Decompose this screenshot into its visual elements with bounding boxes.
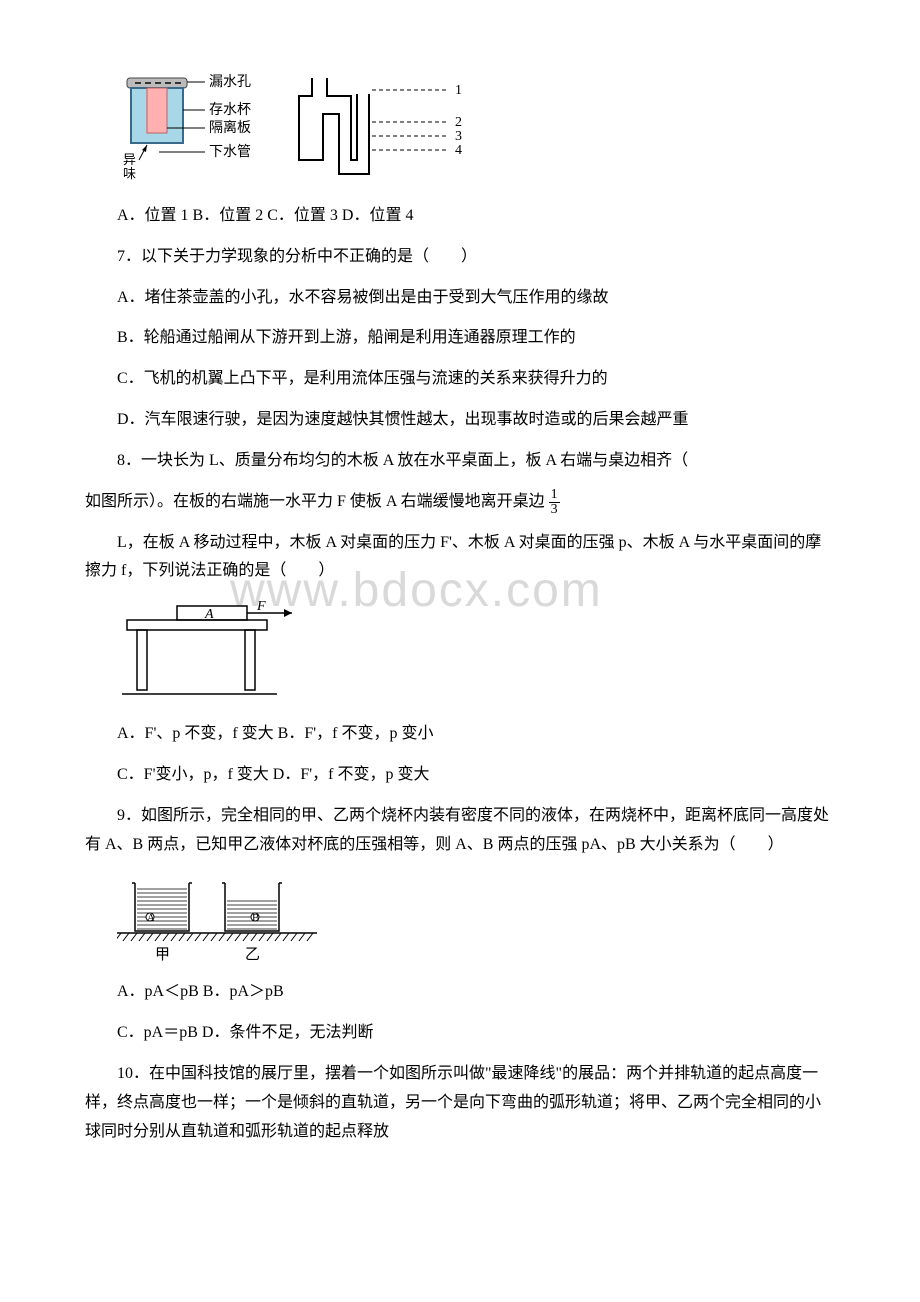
figure-table-board: A F [117, 598, 835, 708]
q8-stem-c: L，在板 A 移动过程中，木板 A 对桌面的压力 F'、木板 A 对桌面的压强 … [85, 529, 835, 587]
point-A: A [147, 912, 155, 924]
level-1: 1 [455, 83, 462, 98]
q7-optA: A．堵住茶壶盖的小孔，水不容易被倒出是由于受到大气压作用的缘故 [85, 284, 835, 313]
level-4: 4 [455, 143, 462, 158]
level-2: 2 [455, 115, 462, 130]
q7-optD: D．汽车限速行驶，是因为速度越快其惯性越太，出现事故时造或的后果会越严重 [85, 406, 835, 435]
q8-stem-b-text: 如图所示）。在板的右端施一水平力 F 使板 A 右端缓慢地离开桌边 [85, 493, 545, 510]
q8-stem-a: 8．一块长为 L、质量分布均匀的木板 A 放在水平桌面上，板 A 右端与桌边相齐… [85, 447, 835, 476]
q7-stem: 7．以下关于力学现象的分析中不正确的是（ ） [85, 243, 835, 272]
label-smell: 异 [123, 152, 136, 167]
q9-optAB: A．pA＜pB B．pA＞pB [85, 978, 835, 1007]
level-3: 3 [455, 129, 462, 144]
q8-stem-a-text: 8．一块长为 L、质量分布均匀的木板 A 放在水平桌面上，板 A 右端与桌边相齐… [117, 452, 688, 469]
point-B: B [252, 912, 259, 924]
q7-optB: B．轮船通过船闸从下游开到上游，船闸是利用连通器原理工作的 [85, 324, 835, 353]
q8-fraction: 13 [549, 488, 560, 517]
svg-text:味: 味 [123, 166, 136, 181]
label-pipe: 下水管 [209, 144, 251, 160]
q8-optCD: C．F'变小，p，f 变大 D．F'，f 不变，p 变大 [85, 761, 835, 790]
figure-beakers: A B [117, 871, 835, 966]
figure-drain: 异 味 漏水孔 存水杯 隔离板 下水管 [117, 70, 835, 190]
label-partition: 隔离板 [209, 119, 251, 136]
q9-stem: 9．如图所示，完全相同的甲、乙两个烧杯内装有密度不同的液体，在两烧杯中，距离杯底… [85, 802, 835, 860]
label-cup: 存水杯 [209, 102, 251, 118]
label-drain-hole: 漏水孔 [209, 74, 251, 90]
label-yi: 乙 [245, 947, 260, 963]
label-force-F: F [256, 599, 266, 614]
label-jia: 甲 [155, 947, 170, 963]
q9-optCD: C．pA＝pB D．条件不足，无法判断 [85, 1019, 835, 1048]
q6-options: A．位置 1 B．位置 2 C．位置 3 D．位置 4 [85, 202, 835, 231]
q10-stem: 10．在中国科技馆的展厅里，摆着一个如图所示叫做"最速降线"的展品：两个并排轨道… [85, 1060, 835, 1146]
q7-optC: C．飞机的机翼上凸下平，是利用流体压强与流速的关系来获得升力的 [85, 365, 835, 394]
q8-optAB: A．F'、p 不变，f 变大 B．F'，f 不变，p 变小 [85, 720, 835, 749]
q8-stem-b-line: 如图所示）。在板的右端施一水平力 F 使板 A 右端缓慢地离开桌边 13 [85, 488, 835, 517]
